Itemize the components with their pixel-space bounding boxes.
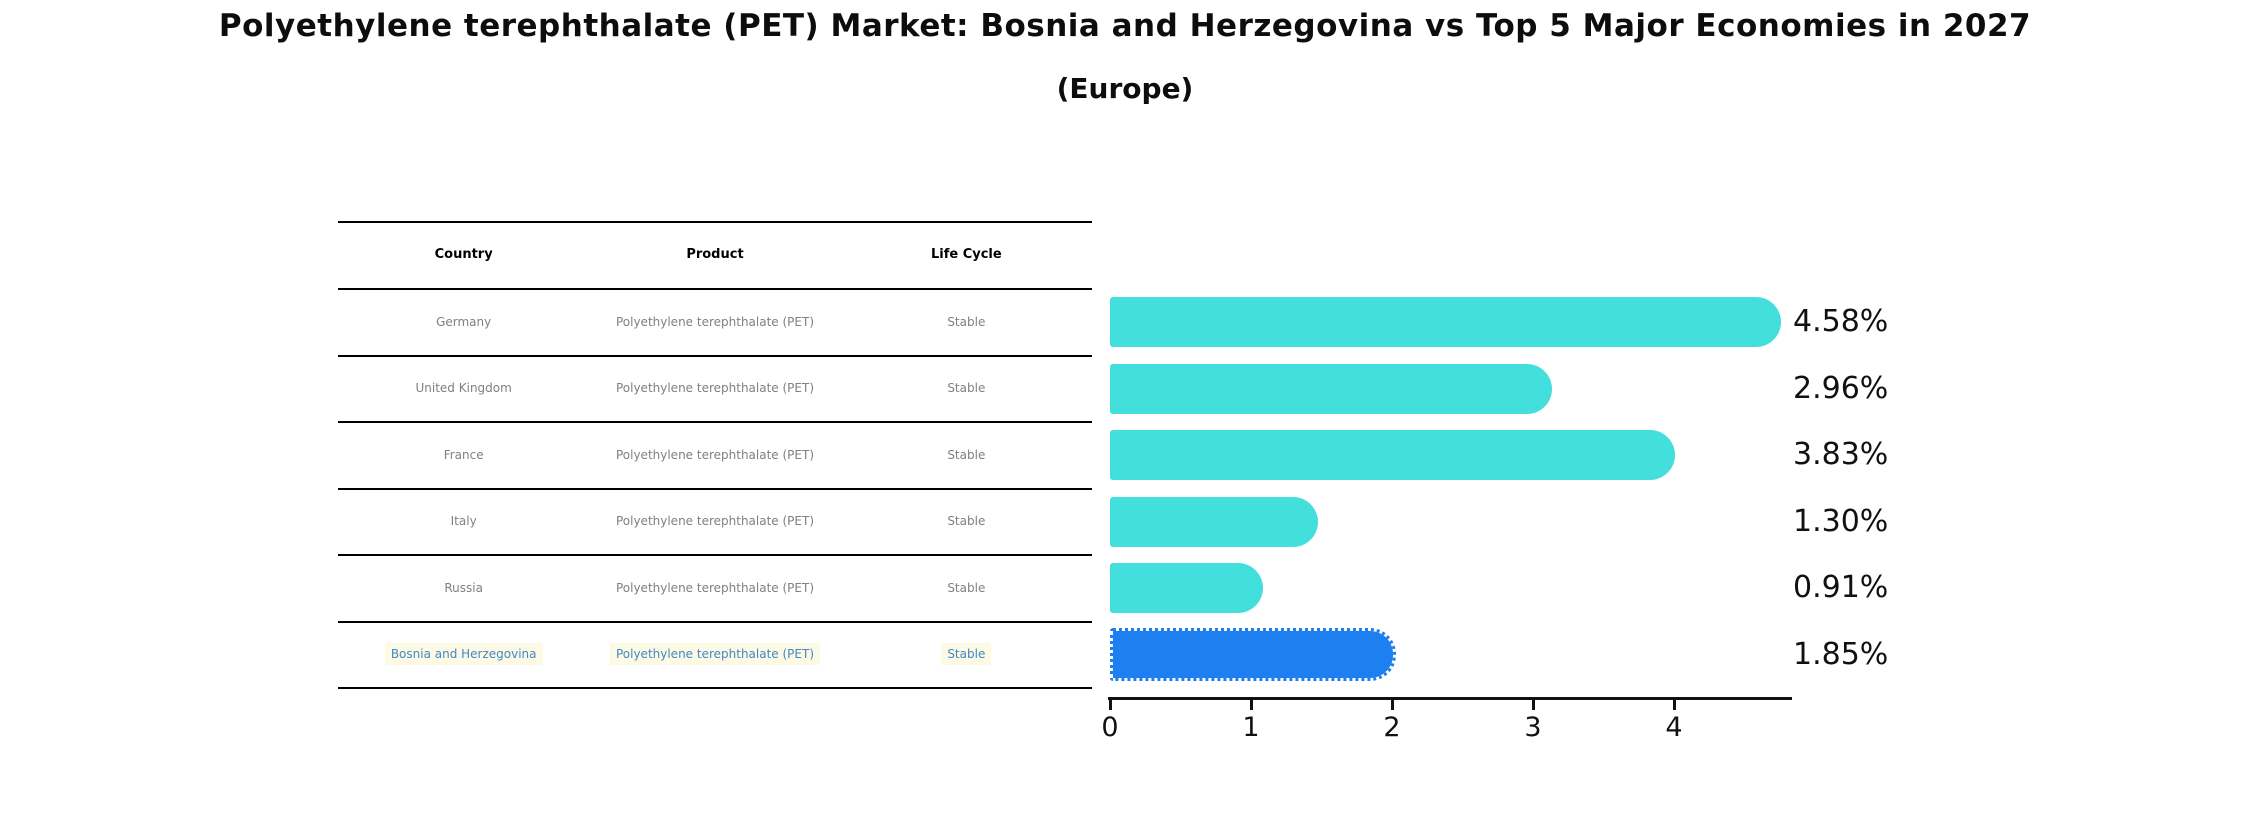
x-axis-tick-label: 0: [1101, 712, 1119, 743]
table-body: Germany Polyethylene terephthalate (PET) S…: [338, 290, 1092, 689]
table-row: Italy Polyethylene terephthalate (PET) Sta…: [338, 490, 1092, 556]
x-axis-tick-label: 1: [1242, 712, 1260, 743]
country-cell: United Kingdom: [338, 382, 589, 395]
life-cycle-cell: Stable: [841, 314, 1092, 329]
country-text: Italy: [450, 514, 477, 529]
x-axis-tick: [1249, 699, 1253, 710]
product-cell: Polyethylene terephthalate (PET): [589, 447, 840, 462]
country-cell: Bosnia and Herzegovina: [338, 643, 589, 666]
bar-france: [1110, 430, 1676, 481]
life-cycle-text: Stable: [947, 580, 986, 595]
life-cycle-cell: Stable: [841, 447, 1092, 462]
country-cell: France: [338, 447, 589, 462]
life-cycle-text: Stable: [947, 381, 986, 396]
product-text: Polyethylene terephthalate (PET): [615, 580, 814, 595]
bar-value-label: 3.83%: [1793, 437, 1889, 473]
table-row: Bosnia and Herzegovina Polyethylene terep…: [338, 623, 1092, 689]
table-header-row: Country Product Life Cycle: [338, 223, 1092, 290]
table-header-life-cycle: Life Cycle: [930, 247, 1002, 263]
figure-subtitle: (Europe): [1056, 72, 1194, 105]
product-cell: Polyethylene terephthalate (PET): [589, 382, 840, 395]
x-axis-tick-label: 2: [1383, 712, 1401, 743]
life-cycle-text: Stable: [941, 643, 992, 666]
bar-united-kingdom: [1110, 363, 1553, 414]
table-header-country: Country: [434, 247, 493, 263]
x-axis: [1108, 697, 1792, 700]
product-cell: Polyethylene terephthalate (PET): [589, 643, 840, 666]
bar-highlight-bosnia-and-herzegovina: [1110, 628, 1396, 682]
x-axis-tick: [1672, 699, 1676, 710]
x-axis-tick: [1108, 699, 1112, 710]
product-text: Polyethylene terephthalate (PET): [615, 447, 814, 462]
product-text: Polyethylene terephthalate (PET): [615, 381, 814, 396]
life-cycle-cell: Stable: [841, 515, 1092, 528]
figure-title: Polyethylene terephthalate (PET) Market:…: [218, 8, 2032, 44]
bar-value-label: 4.58%: [1793, 304, 1889, 340]
bar-value-label: 1.30%: [1793, 503, 1889, 539]
country-text: United Kingdom: [415, 381, 512, 396]
life-cycle-text: Stable: [947, 447, 986, 462]
country-text: Bosnia and Herzegovina: [384, 643, 543, 666]
country-cell: Italy: [338, 515, 589, 528]
country-cell: Russia: [338, 580, 589, 595]
product-cell: Polyethylene terephthalate (PET): [589, 515, 840, 528]
x-axis-tick-label: 3: [1524, 712, 1542, 743]
life-cycle-text: Stable: [947, 514, 986, 529]
comparison-table: Country Product Life Cycle Germany Polyethy…: [338, 221, 1092, 689]
bar-value-label: 1.85%: [1793, 636, 1889, 672]
table-row: United Kingdom Polyethylene terephthalate…: [338, 357, 1092, 423]
table-row: France Polyethylene terephthalate (PET) St…: [338, 423, 1092, 490]
product-cell: Polyethylene terephthalate (PET): [589, 580, 840, 595]
table-header-product: Product: [686, 247, 744, 263]
life-cycle-cell: Stable: [841, 382, 1092, 395]
life-cycle-text: Stable: [947, 314, 986, 329]
country-text: Russia: [444, 580, 483, 595]
table-row: Russia Polyethylene terephthalate (PET) St…: [338, 556, 1092, 623]
country-text: Germany: [436, 314, 492, 329]
bar-value-label: 0.91%: [1793, 570, 1889, 606]
bar-italy: [1110, 496, 1319, 547]
product-text: Polyethylene terephthalate (PET): [615, 314, 814, 329]
x-axis-tick-label: 4: [1665, 712, 1683, 743]
table-row: Germany Polyethylene terephthalate (PET) S…: [338, 290, 1092, 357]
bar-germany: [1110, 297, 1781, 348]
country-cell: Germany: [338, 314, 589, 329]
product-text: Polyethylene terephthalate (PET): [609, 643, 820, 666]
product-cell: Polyethylene terephthalate (PET): [589, 314, 840, 329]
bar-russia: [1110, 563, 1264, 614]
bar-value-label: 2.96%: [1793, 370, 1889, 406]
product-text: Polyethylene terephthalate (PET): [615, 514, 814, 529]
country-text: France: [443, 447, 484, 462]
life-cycle-cell: Stable: [841, 580, 1092, 595]
x-axis-tick: [1531, 699, 1535, 710]
life-cycle-cell: Stable: [841, 643, 1092, 666]
x-axis-tick: [1390, 699, 1394, 710]
